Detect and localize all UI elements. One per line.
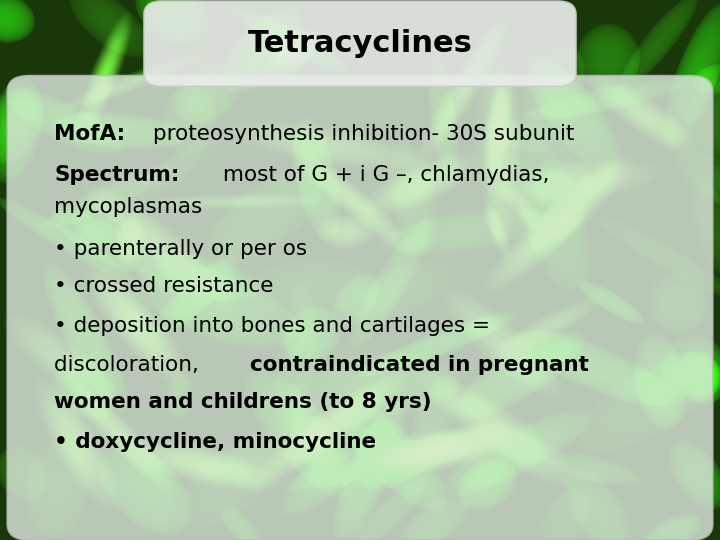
Text: most of G + i G –, chlamydias,: most of G + i G –, chlamydias, <box>216 165 549 185</box>
Text: mycoplasmas: mycoplasmas <box>54 197 202 217</box>
Text: contraindicated in pregnant: contraindicated in pregnant <box>250 355 589 375</box>
Text: • deposition into bones and cartilages =: • deposition into bones and cartilages = <box>54 316 490 336</box>
Text: proteosynthesis inhibition- 30S subunit: proteosynthesis inhibition- 30S subunit <box>145 124 574 144</box>
Text: women and childrens (to 8 yrs): women and childrens (to 8 yrs) <box>54 392 431 411</box>
Text: • crossed resistance: • crossed resistance <box>54 276 274 296</box>
FancyBboxPatch shape <box>7 76 713 540</box>
Text: discoloration,: discoloration, <box>54 355 206 375</box>
Text: Tetracyclines: Tetracyclines <box>248 29 472 58</box>
Text: • parenterally or per os: • parenterally or per os <box>54 239 307 259</box>
Text: • doxycycline, minocycline: • doxycycline, minocycline <box>54 432 376 452</box>
Text: Spectrum:: Spectrum: <box>54 165 179 185</box>
FancyBboxPatch shape <box>144 1 576 86</box>
Text: MofA:: MofA: <box>54 124 125 144</box>
